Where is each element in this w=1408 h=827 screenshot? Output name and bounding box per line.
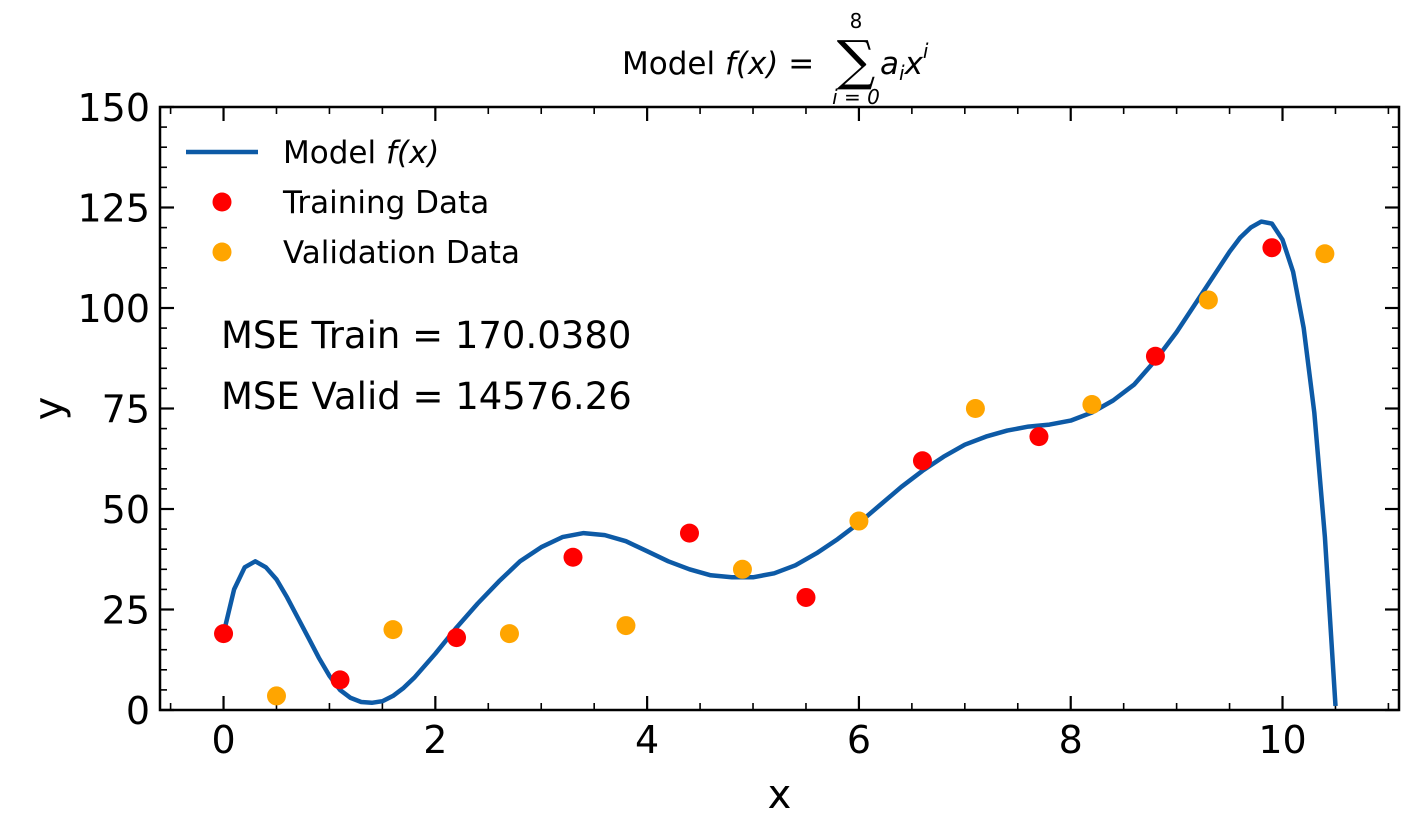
validation-point xyxy=(1198,290,1218,310)
training-point xyxy=(214,624,234,644)
x-axis-label: x xyxy=(768,772,792,818)
y-tick-label: 150 xyxy=(77,86,150,130)
y-tick-label: 50 xyxy=(102,488,150,532)
y-axis-label: y xyxy=(26,397,72,421)
x-tick-label: 2 xyxy=(423,718,447,762)
validation-point xyxy=(1082,394,1102,414)
y-tick-label: 75 xyxy=(102,388,150,432)
x-tick-label: 8 xyxy=(1059,718,1083,762)
legend: Model f(x) Training Data Validation Data xyxy=(186,135,520,271)
legend-validation-marker xyxy=(212,242,232,262)
annotations: MSE Train = 170.0380 MSE Valid = 14576.26 xyxy=(221,314,632,418)
validation-point xyxy=(1315,244,1335,264)
training-point xyxy=(679,523,699,543)
training-point xyxy=(447,628,467,648)
legend-label-validation: Validation Data xyxy=(283,235,520,271)
chart-title-sum-sign: ∑ xyxy=(837,29,876,92)
chart-title-summand: aixi xyxy=(880,39,929,85)
chart-title-sum-upper: 8 xyxy=(850,9,863,33)
training-point xyxy=(563,547,583,567)
mse-train-annotation: MSE Train = 170.0380 xyxy=(221,314,631,357)
training-point xyxy=(912,451,932,471)
mse-valid-annotation: MSE Valid = 14576.26 xyxy=(221,375,632,418)
training-point xyxy=(1145,346,1165,366)
training-point xyxy=(1262,238,1282,258)
training-point xyxy=(1029,427,1049,447)
validation-point xyxy=(965,399,985,418)
validation-point xyxy=(732,559,752,579)
validation-point xyxy=(849,511,869,531)
y-tick-label: 0 xyxy=(126,689,150,733)
legend-training-marker xyxy=(212,192,232,212)
axes-frame xyxy=(158,105,1401,712)
legend-label-training: Training Data xyxy=(282,185,489,221)
chart-title: Model f(x) = 8 ∑ i = 0 aixi xyxy=(622,9,929,109)
validation-point xyxy=(383,620,403,640)
x-tick-label: 10 xyxy=(1258,718,1306,762)
x-tick-label: 4 xyxy=(635,718,659,762)
y-tick-label: 25 xyxy=(102,589,150,633)
chart-title-sum-lower: i = 0 xyxy=(832,85,880,109)
validation-point xyxy=(499,624,519,644)
chart-title-prefix: Model f(x) = xyxy=(622,46,814,82)
y-tick-label: 125 xyxy=(77,187,150,231)
validation-point xyxy=(266,686,286,706)
x-tick-label: 0 xyxy=(211,718,235,762)
training-point xyxy=(330,670,350,690)
x-tick-label: 6 xyxy=(847,718,871,762)
training-point xyxy=(796,587,816,607)
series-group xyxy=(214,219,1338,707)
y-tick-label: 100 xyxy=(77,287,150,331)
legend-label-model: Model f(x) xyxy=(283,135,439,171)
validation-point xyxy=(616,616,636,636)
